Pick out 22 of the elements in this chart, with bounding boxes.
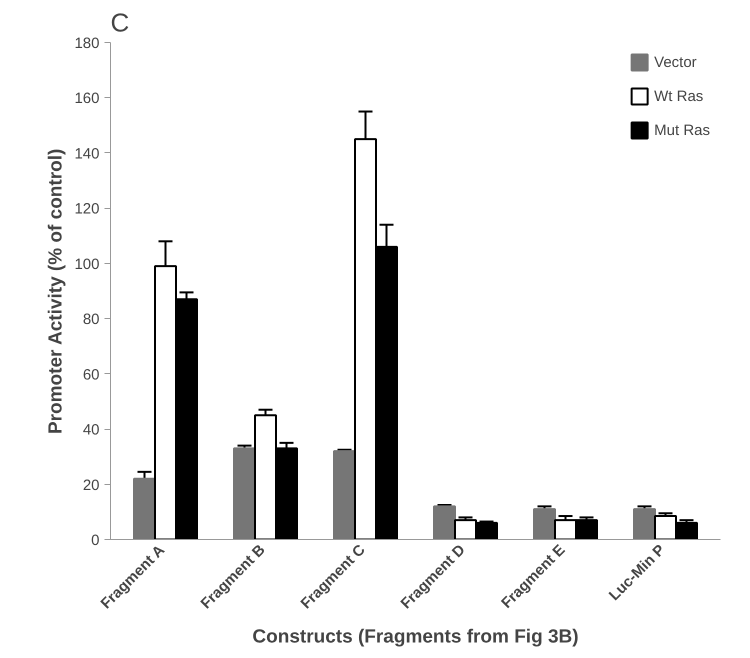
y-tick-label: 140 <box>74 145 100 162</box>
y-tick-label: 20 <box>82 476 100 494</box>
y-axis-title: Promoter Activity (% of control) <box>45 148 66 434</box>
y-tick-label: 60 <box>82 366 100 384</box>
legend-label: Wt Ras <box>654 88 704 104</box>
x-axis-title: Constructs (Fragments from Fig 3B) <box>252 626 579 648</box>
legend-label: Vector <box>654 54 697 70</box>
bar <box>633 508 656 540</box>
bar <box>233 447 256 540</box>
bar <box>433 505 456 540</box>
y-tick-label: 120 <box>74 200 100 218</box>
bar <box>533 508 556 540</box>
chart-title: C <box>110 8 130 38</box>
y-tick-label: 40 <box>82 422 100 439</box>
bar <box>133 478 156 540</box>
legend-label: Mut Ras <box>654 122 710 138</box>
y-tick-label: 80 <box>82 311 100 328</box>
bar <box>333 450 356 540</box>
y-tick-label: 160 <box>74 90 100 108</box>
y-tick-label: 180 <box>74 35 100 52</box>
y-tick-label: 0 <box>91 532 100 549</box>
y-tick-label: 100 <box>74 256 100 273</box>
